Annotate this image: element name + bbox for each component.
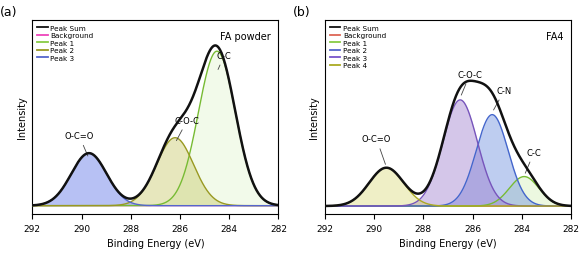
Text: (b): (b)	[293, 6, 311, 19]
Legend: Peak Sum, Background, Peak 1, Peak 2, Peak 3: Peak Sum, Background, Peak 1, Peak 2, Pe…	[36, 24, 95, 63]
Text: O-C=O: O-C=O	[362, 135, 391, 165]
Text: C-C: C-C	[525, 148, 541, 173]
Text: C-N: C-N	[494, 86, 512, 110]
X-axis label: Binding Energy (eV): Binding Energy (eV)	[399, 239, 497, 248]
X-axis label: Binding Energy (eV): Binding Energy (eV)	[106, 239, 204, 248]
Text: C-O-C: C-O-C	[175, 116, 200, 141]
Text: FA powder: FA powder	[221, 32, 271, 42]
Text: C-O-C: C-O-C	[457, 70, 483, 96]
Y-axis label: Intensity: Intensity	[17, 96, 27, 139]
Legend: Peak Sum, Background, Peak 1, Peak 2, Peak 3, Peak 4: Peak Sum, Background, Peak 1, Peak 2, Pe…	[328, 24, 388, 70]
Text: FA4: FA4	[546, 32, 563, 42]
Y-axis label: Intensity: Intensity	[309, 96, 319, 139]
Text: (a): (a)	[1, 6, 18, 19]
Text: O-C=O: O-C=O	[64, 132, 94, 156]
Text: C-C: C-C	[217, 52, 232, 70]
